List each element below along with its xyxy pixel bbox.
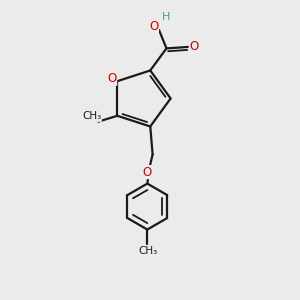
Text: CH₃: CH₃	[82, 111, 101, 122]
Text: O: O	[189, 40, 199, 53]
Text: H: H	[161, 12, 170, 22]
Text: O: O	[107, 72, 117, 85]
Text: CH₃: CH₃	[138, 246, 158, 256]
Text: O: O	[149, 20, 158, 33]
Text: O: O	[143, 166, 152, 178]
